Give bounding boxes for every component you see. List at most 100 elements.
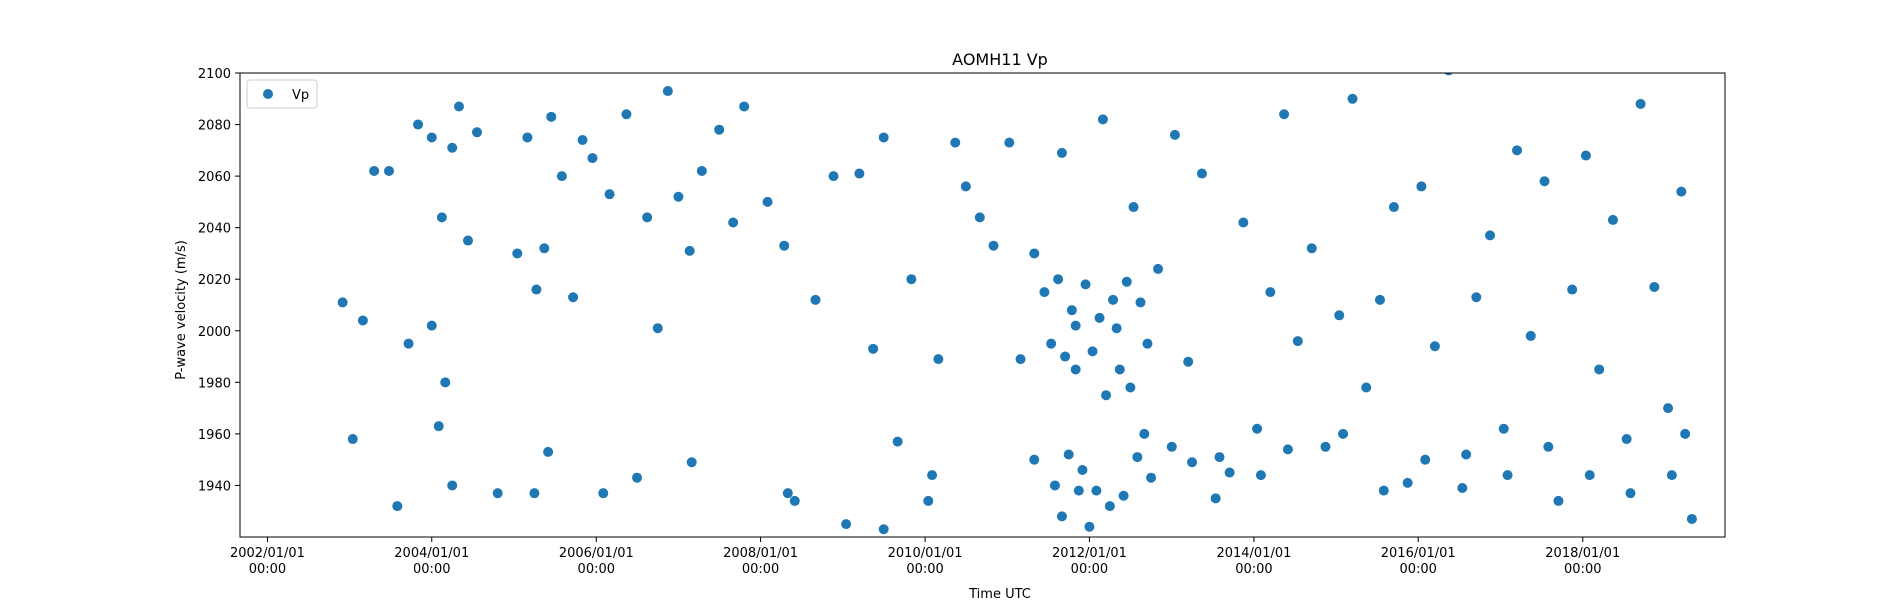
data-point (1029, 454, 1040, 465)
data-point (1502, 470, 1513, 481)
data-point (1118, 490, 1129, 501)
x-tick-label-time: 00:00 (1399, 562, 1436, 577)
data-point (512, 248, 523, 259)
data-point (522, 132, 533, 143)
data-point (392, 501, 403, 512)
data-point (1073, 485, 1084, 496)
data-point (1084, 521, 1095, 532)
data-point (878, 524, 889, 535)
x-tick-label: 2018/01/01 (1545, 546, 1620, 561)
data-point (1378, 485, 1389, 496)
data-point (1594, 364, 1605, 375)
data-point (906, 274, 917, 285)
data-point (1539, 176, 1550, 187)
data-point (1080, 279, 1091, 290)
data-point (1292, 336, 1303, 347)
data-point (1621, 434, 1632, 445)
data-point (436, 212, 447, 223)
data-point (828, 171, 839, 182)
data-point (1334, 310, 1345, 321)
data-point (1584, 470, 1595, 481)
data-point (598, 488, 609, 499)
x-axis: 2002/01/0100:002004/01/0100:002006/01/01… (230, 537, 1620, 577)
x-tick-label: 2010/01/01 (888, 546, 963, 561)
data-point (789, 495, 800, 506)
data-point (714, 124, 725, 135)
data-point (1066, 305, 1077, 316)
y-tick-label: 1940 (198, 479, 231, 494)
x-tick-label-time: 00:00 (1071, 562, 1108, 577)
data-point (1471, 292, 1482, 303)
data-point (974, 212, 985, 223)
data-point (529, 488, 540, 499)
data-point (546, 111, 557, 122)
y-tick-label: 2000 (198, 325, 231, 340)
x-tick-label-time: 00:00 (1235, 562, 1272, 577)
data-point (1338, 428, 1349, 439)
plot-frame (239, 72, 1726, 538)
data-point (472, 127, 482, 138)
data-point (543, 446, 554, 457)
x-tick-label-time: 00:00 (1564, 562, 1601, 577)
y-axis: 1940 1960 1980 2000 2020 2040 2060 2080 2100 (198, 67, 240, 494)
data-point (1196, 168, 1207, 179)
data-point (433, 421, 444, 432)
data-point (1094, 312, 1105, 323)
data-point (751, 45, 761, 55)
data-point (1139, 428, 1150, 439)
data-point (662, 86, 673, 97)
data-point (1255, 470, 1266, 481)
data-point (810, 294, 821, 305)
data-point (1457, 483, 1468, 494)
data-point (927, 470, 938, 481)
data-point (1087, 346, 1098, 357)
scatter-points (337, 45, 1697, 535)
data-point (1142, 338, 1153, 349)
data-point (384, 165, 394, 176)
plot-area (239, 45, 1726, 538)
x-tick-label: 2012/01/01 (1052, 546, 1127, 561)
data-point (892, 436, 903, 447)
data-point (1429, 341, 1440, 352)
data-point (1420, 454, 1431, 465)
y-tick-label: 1960 (198, 428, 231, 443)
data-point (878, 132, 889, 143)
data-point (1498, 423, 1509, 434)
data-point (531, 284, 542, 295)
data-point (1114, 364, 1125, 375)
data-point (440, 377, 451, 388)
data-point (1666, 470, 1677, 481)
data-point (1146, 472, 1157, 483)
data-point (841, 519, 852, 530)
data-point (923, 495, 934, 506)
data-point (950, 137, 961, 148)
data-point (1485, 230, 1496, 241)
legend-label: Vp (292, 88, 309, 103)
data-point (347, 434, 358, 445)
data-point (1512, 145, 1523, 156)
y-tick-label: 2080 (198, 119, 231, 134)
data-point (1282, 444, 1293, 455)
data-point (1607, 214, 1618, 225)
data-point (868, 343, 879, 354)
data-point (1128, 202, 1139, 213)
data-point (960, 181, 971, 192)
y-axis-label: P-wave velocity (m/s) (174, 240, 189, 380)
data-point (1097, 114, 1108, 125)
data-point (357, 315, 368, 326)
y-tick-label: 2040 (198, 222, 231, 237)
data-point (447, 142, 458, 153)
data-point (1210, 493, 1221, 504)
data-point (1153, 263, 1164, 274)
data-point (1580, 150, 1591, 161)
data-point (1388, 202, 1399, 213)
data-point (1111, 323, 1122, 334)
data-point (1649, 281, 1660, 292)
x-tick-label: 2006/01/01 (559, 546, 634, 561)
data-point (652, 323, 663, 334)
data-point (1238, 217, 1249, 228)
data-point (1625, 488, 1636, 499)
data-point (413, 119, 424, 130)
x-tick-label: 2014/01/01 (1216, 546, 1291, 561)
